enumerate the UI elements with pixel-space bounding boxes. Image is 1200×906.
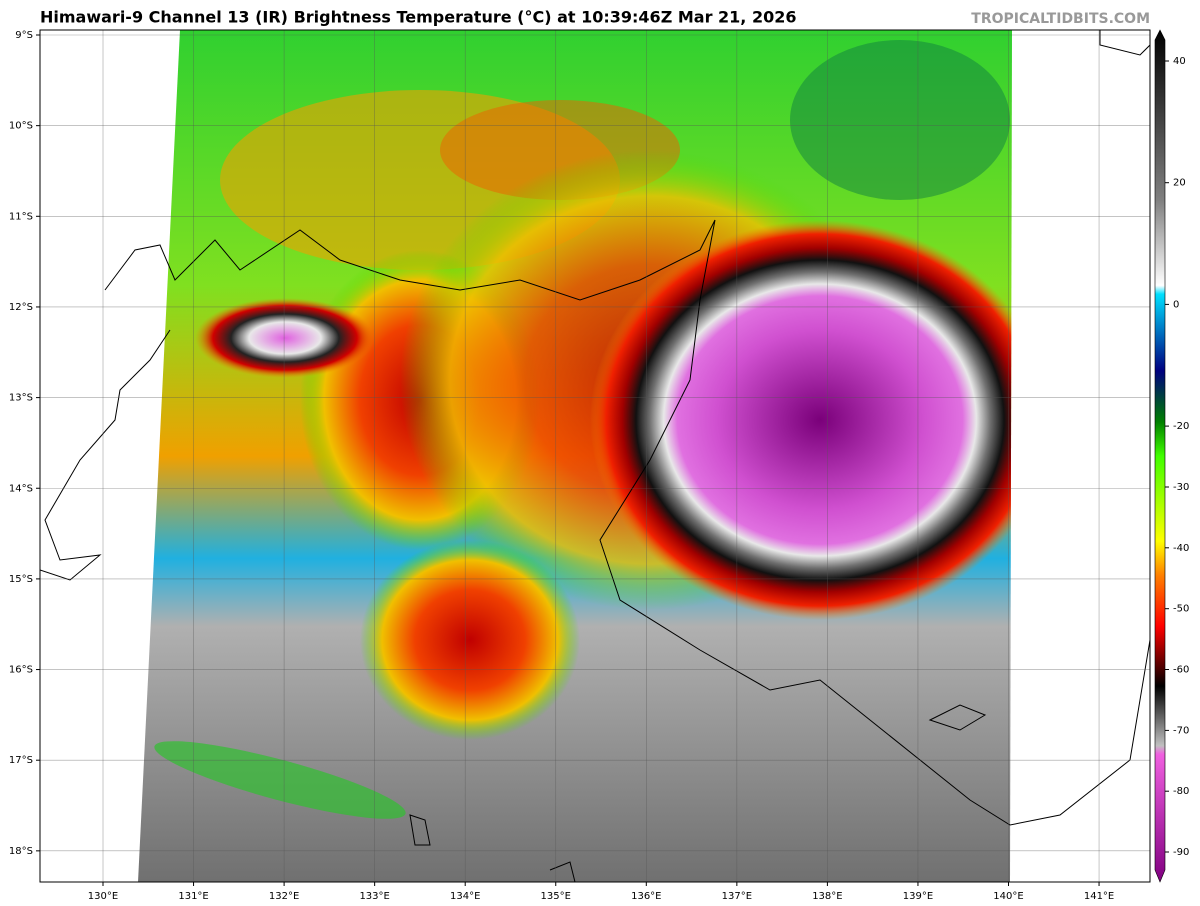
colorbar [1154,29,1166,883]
colorbar-label: -20 [1173,421,1189,432]
lon-label: 141°E [1084,891,1114,902]
lat-label: 14°S [9,483,33,494]
colorbar-label: -90 [1173,847,1189,858]
lat-label: 11°S [9,211,33,222]
lat-label: 17°S [9,755,33,766]
colorbar-label: 40 [1173,56,1186,67]
colorbar-label: -40 [1173,543,1189,554]
lon-label: 138°E [812,891,842,902]
lon-label: 131°E [178,891,208,902]
lon-label: 130°E [88,891,118,902]
lat-label: 9°S [15,30,33,41]
map-area [40,30,1150,882]
lon-label: 140°E [993,891,1023,902]
coastlines [40,30,1150,882]
lon-label: 135°E [541,891,571,902]
colorbar-label: -80 [1173,786,1189,797]
lon-label: 134°E [450,891,480,902]
satellite-image [138,30,1012,882]
colorbar-label: -30 [1173,482,1189,493]
lat-label: 18°S [9,846,33,857]
lon-label: 139°E [903,891,933,902]
lon-label: 133°E [359,891,389,902]
colorbar-label: -70 [1173,725,1189,736]
colorbar-label: 0 [1173,299,1179,310]
graticule [40,30,1150,882]
colorbar-label: -60 [1173,665,1189,676]
title: Himawari-9 Channel 13 (IR) Brightness Te… [40,8,796,27]
lat-label: 12°S [9,302,33,313]
lat-label: 13°S [9,393,33,404]
lat-label: 10°S [9,121,33,132]
colorbar-label: 20 [1173,178,1186,189]
lat-label: 15°S [9,574,33,585]
axis-labels: 9°S 10°S 11°S 12°S 13°S 14°S 15°S 16°S 17°S 18°S 1… [9,30,1189,902]
watermark: TROPICALTIDBITS.COM [971,11,1150,27]
lon-label: 132°E [269,891,299,902]
map-frame [39,29,1151,883]
lon-label: 136°E [631,891,661,902]
lat-label: 16°S [9,665,33,676]
colorbar-label: -50 [1173,604,1189,615]
lon-label: 137°E [722,891,752,902]
